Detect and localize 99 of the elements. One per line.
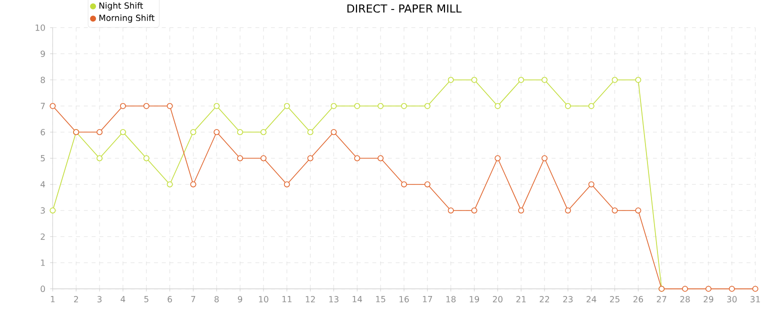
x-tick-label: 13 [329, 296, 338, 302]
chart-title: DIRECT - PAPER MILL [347, 4, 462, 13]
x-tick-label: 3 [98, 296, 102, 302]
point [564, 103, 571, 110]
point [378, 103, 384, 110]
point [120, 129, 126, 136]
x-tick-label: 17 [422, 296, 432, 302]
point [542, 76, 548, 83]
point [448, 76, 454, 83]
point [237, 129, 244, 136]
point [214, 129, 220, 136]
point [494, 155, 501, 162]
point [424, 103, 430, 110]
x-tick-label: 6 [168, 296, 172, 302]
point [728, 286, 735, 292]
x-tick-label: 27 [656, 296, 666, 302]
point [284, 103, 290, 110]
point [260, 155, 266, 162]
y-tick-label: 3 [40, 207, 45, 214]
point [401, 103, 407, 110]
point [588, 181, 594, 188]
point [612, 76, 618, 83]
x-tick-label: 1 [50, 296, 55, 302]
x-tick-label: 5 [144, 296, 148, 302]
x-tick-label: 29 [704, 296, 714, 302]
point [143, 103, 150, 110]
x-tick-label: 7 [191, 296, 196, 302]
point [424, 181, 430, 188]
x-tick-label: 10 [259, 296, 268, 302]
point [471, 208, 478, 214]
x-tick-label: 11 [282, 296, 292, 302]
y-tick-label: 8 [40, 76, 45, 84]
point [705, 286, 712, 292]
point [518, 208, 524, 214]
point [166, 181, 173, 188]
point [284, 181, 290, 188]
x-tick-label: 21 [516, 296, 526, 302]
x-tick-label: 15 [376, 296, 386, 302]
x-tick-label: 8 [214, 296, 219, 302]
point [518, 76, 524, 83]
point [50, 103, 56, 110]
point [494, 103, 501, 110]
x-tick-label: 31 [750, 296, 760, 302]
point [682, 286, 688, 292]
point [50, 208, 56, 214]
x-tick-label: 30 [727, 296, 737, 302]
point [120, 103, 126, 110]
y-tick-label: 1 [41, 260, 45, 266]
point [542, 155, 548, 162]
y-tick-label: 5 [40, 155, 45, 162]
x-tick-label: 28 [680, 296, 690, 302]
point [330, 103, 337, 110]
point [260, 129, 266, 136]
point [354, 155, 360, 162]
point [635, 208, 642, 214]
y-tick-label: 7 [40, 102, 45, 110]
y-tick-label: 9 [40, 50, 45, 58]
x-tick-label: 19 [470, 296, 480, 302]
point [96, 155, 103, 162]
y-tick-label: 10 [36, 24, 45, 31]
point [307, 155, 314, 162]
x-tick-label: 4 [120, 296, 126, 302]
point [471, 76, 478, 83]
point [214, 103, 220, 110]
point [237, 155, 244, 162]
x-tick-label: 2 [74, 296, 78, 302]
x-tick-label: 14 [352, 296, 362, 302]
legend-label: Night Shift [99, 2, 143, 10]
point [330, 129, 337, 136]
point [143, 155, 150, 162]
point [564, 208, 571, 214]
x-tick-label: 26 [633, 296, 644, 302]
point [307, 129, 314, 136]
point [354, 103, 360, 110]
y-tick-label: 0 [40, 286, 45, 292]
x-tick-label: 20 [492, 296, 502, 302]
point [401, 181, 407, 188]
point [190, 181, 196, 188]
x-tick-label: 23 [563, 296, 573, 302]
x-tick-label: 18 [446, 296, 456, 302]
x-tick-label: 25 [610, 296, 620, 302]
point [752, 286, 758, 292]
legend-label: Morning Shift [99, 14, 154, 23]
x-tick-label: 24 [586, 296, 596, 302]
x-tick-label: 16 [400, 296, 409, 302]
point [612, 208, 618, 214]
x-tick-label: 12 [306, 296, 315, 302]
point [378, 155, 384, 162]
point [190, 129, 196, 136]
point [166, 103, 173, 110]
y-tick-label: 2 [40, 234, 45, 240]
y-tick-label: 4 [40, 181, 46, 188]
point [96, 129, 103, 136]
x-tick-label: 9 [238, 296, 242, 302]
point [448, 208, 454, 214]
x-tick-label: 22 [540, 296, 550, 302]
y-tick-label: 6 [40, 128, 45, 136]
point [635, 76, 642, 83]
point [588, 103, 594, 110]
